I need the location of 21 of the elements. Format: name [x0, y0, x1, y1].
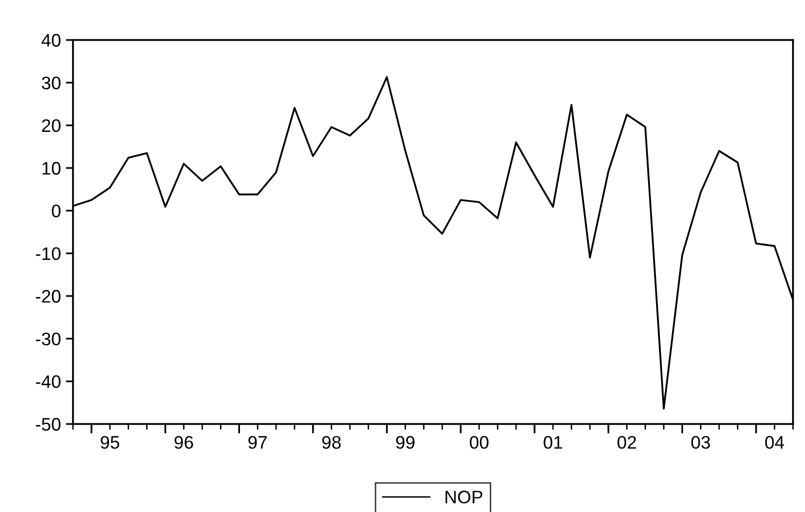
x-tick-label: 96: [174, 436, 194, 449]
x-tick-label: 03: [691, 436, 710, 449]
y-tick-label: 40: [42, 34, 60, 47]
y-tick-label: -50: [36, 418, 60, 431]
x-tick-label: 98: [322, 436, 341, 449]
legend-label: NOP: [446, 490, 482, 504]
y-tick-label: -40: [36, 375, 60, 388]
x-tick-label: 04: [765, 436, 784, 449]
y-tick-label: 20: [42, 119, 60, 132]
y-tick-label: -10: [36, 247, 60, 260]
y-tick-label: 30: [42, 76, 60, 90]
x-tick-label: 95: [100, 436, 120, 449]
y-tick-label: 10: [42, 162, 60, 175]
x-tick-label: 97: [248, 436, 267, 449]
x-tick-label: 00: [470, 436, 488, 449]
x-tick-label: 01: [544, 436, 562, 449]
x-tick-label: 99: [396, 436, 414, 449]
x-tick-label: 02: [618, 436, 636, 449]
y-tick-label: -20: [36, 290, 60, 303]
y-tick-label: -30: [36, 332, 60, 346]
y-tick-label: 0: [52, 204, 60, 218]
